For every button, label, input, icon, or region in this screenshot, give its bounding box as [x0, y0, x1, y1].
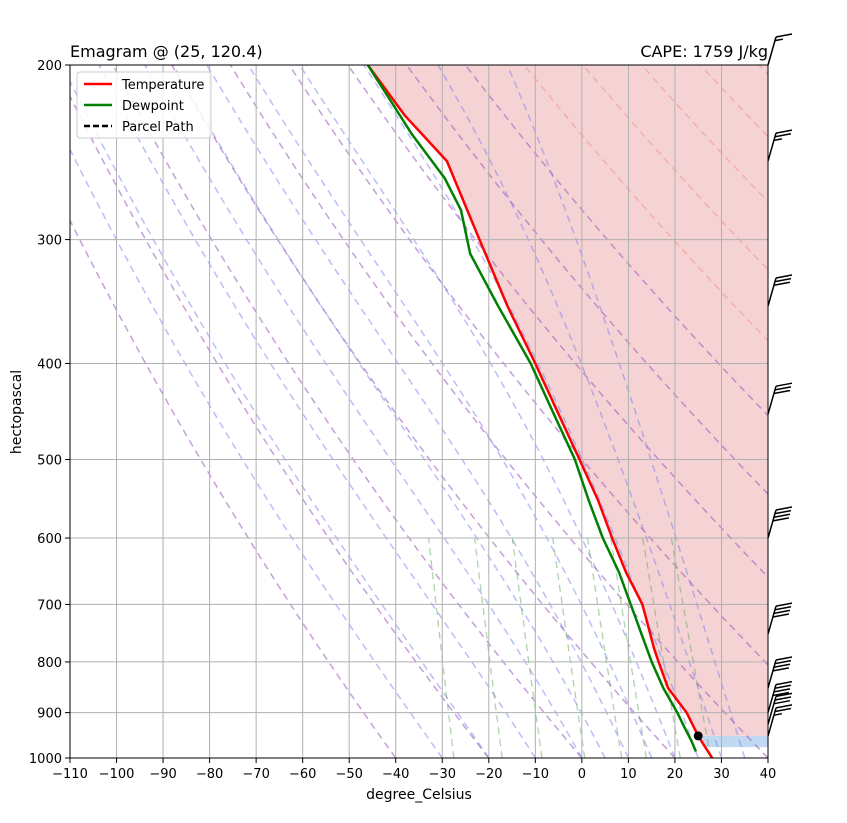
series-dewpoint: [366, 65, 698, 752]
dry-adiabat: [405, 65, 768, 496]
x-tick-label: −100: [99, 767, 135, 782]
wind-barb: [767, 274, 793, 307]
x-tick-label: 20: [667, 767, 684, 782]
x-tick-label: −70: [242, 767, 269, 782]
x-axis-ticks: −110 −100 −90 −80 −70 −60 −50 −40 −30 −20 −10 0 10 20…: [52, 758, 776, 782]
y-axis-label: hectopascal: [9, 370, 25, 454]
x-tick-label: −10: [522, 767, 549, 782]
cin-area: [700, 735, 768, 748]
x-tick-label: 10: [620, 767, 637, 782]
x-tick-label: 30: [713, 767, 730, 782]
dry-adiabat: [758, 65, 768, 76]
y-tick-label: 1000: [29, 752, 62, 767]
y-tick-label: 200: [37, 59, 62, 74]
y-tick-label: 300: [37, 234, 62, 249]
wind-barb: [767, 602, 793, 635]
moist-adiabat: [70, 147, 443, 758]
x-tick-label: −30: [429, 767, 456, 782]
dry-adiabat: [464, 65, 768, 417]
x-tick-label: −40: [382, 767, 409, 782]
x-tick-label: −20: [475, 767, 502, 782]
y-tick-label: 800: [37, 656, 62, 671]
mixing-ratio-line: [427, 537, 455, 758]
moist-adiabat: [70, 79, 490, 758]
y-axis-ticks: 1000 900 800 700 600 500 400 300 200: [29, 59, 70, 767]
dry-adiabat: [818, 65, 847, 758]
y-tick-label: 900: [37, 707, 62, 722]
x-tick-label: −90: [149, 767, 176, 782]
chart-title: Emagram @ (25, 120.4): [70, 42, 263, 61]
cape-value: CAPE: 1759 J/kg: [640, 42, 768, 61]
y-tick-label: 700: [37, 598, 62, 613]
profiles: [366, 65, 714, 758]
wind-barb: [767, 680, 793, 713]
legend-label-dewpoint: Dewpoint: [122, 99, 184, 114]
dry-adiabat: [70, 94, 490, 758]
wind-barb: [767, 692, 793, 725]
moist-adiabat: [298, 65, 676, 758]
wind-barb: [767, 129, 793, 162]
dry-adiabat: [523, 65, 768, 342]
x-tick-label: −60: [289, 767, 316, 782]
moist-adiabat: [144, 65, 583, 758]
x-tick-label: 40: [760, 767, 777, 782]
legend: Temperature Dewpoint Parcel Path: [76, 71, 212, 139]
series-temperature: [366, 65, 714, 758]
wind-barbs: [767, 33, 793, 737]
x-tick-label: 0: [578, 767, 586, 782]
x-tick-label: −50: [335, 767, 362, 782]
y-tick-label: 600: [37, 532, 62, 547]
y-tick-label: 400: [37, 357, 62, 372]
legend-label-parcel-path: Parcel Path: [122, 120, 194, 135]
wind-barb: [767, 656, 793, 689]
wind-barb: [767, 33, 793, 66]
legend-label-temperature: Temperature: [121, 78, 204, 93]
mixing-ratio-line: [511, 537, 543, 758]
wind-barb: [767, 382, 793, 415]
dry-adiabat: [229, 65, 768, 758]
parcel-start-point: [693, 731, 703, 741]
mixing-ratio-line: [586, 537, 623, 758]
wind-barb: [767, 506, 793, 539]
mixing-ratio-line: [552, 537, 586, 758]
x-axis-label: degree_Celsius: [366, 787, 472, 803]
dry-adiabat: [70, 218, 397, 758]
wind-barb: [767, 704, 793, 737]
x-tick-label: −110: [52, 767, 88, 782]
y-tick-label: 500: [37, 454, 62, 469]
x-tick-label: −80: [196, 767, 223, 782]
